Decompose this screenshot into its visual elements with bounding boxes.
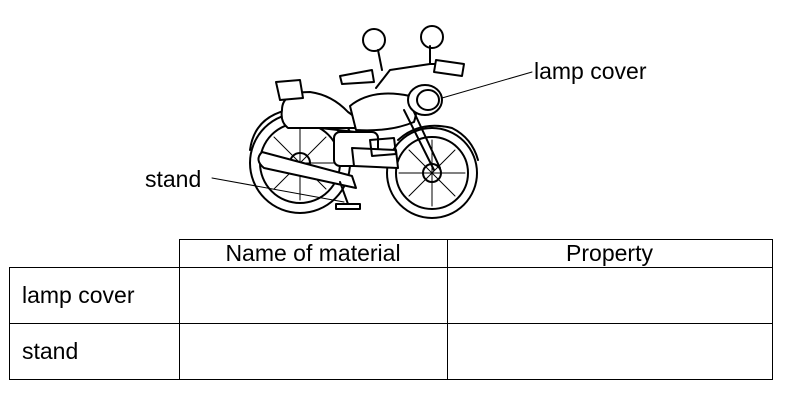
lamp-cover-shape <box>407 84 443 116</box>
stand-shape <box>339 181 349 205</box>
motorcycle-body <box>257 25 465 210</box>
row-label-lamp-cover: lamp cover <box>9 267 180 324</box>
lamp-cover-pointer <box>441 71 533 99</box>
row-label-stand: stand <box>9 323 180 380</box>
lamp-cover-label: lamp cover <box>534 58 647 84</box>
property-header: Property <box>446 239 773 268</box>
stand-property-cell[interactable] <box>446 323 773 380</box>
table-row: stand <box>9 323 773 380</box>
motorcycle-diagram: lamp cover stand <box>145 25 647 219</box>
lamp-cover-material-cell[interactable] <box>178 267 448 324</box>
front-wheel <box>386 124 479 219</box>
materials-table: Name of material Property lamp cover sta… <box>9 239 773 380</box>
stand-material-cell[interactable] <box>178 323 448 380</box>
stand-label: stand <box>145 166 202 192</box>
lamp-cover-property-cell[interactable] <box>446 267 773 324</box>
stand-pointer <box>211 177 345 203</box>
table-corner-cell <box>9 239 180 268</box>
motorcycle-icon <box>211 25 533 219</box>
name-of-material-header: Name of material <box>178 239 448 268</box>
table-row: lamp cover <box>9 267 773 324</box>
table-header-row: Name of material Property <box>9 239 773 268</box>
